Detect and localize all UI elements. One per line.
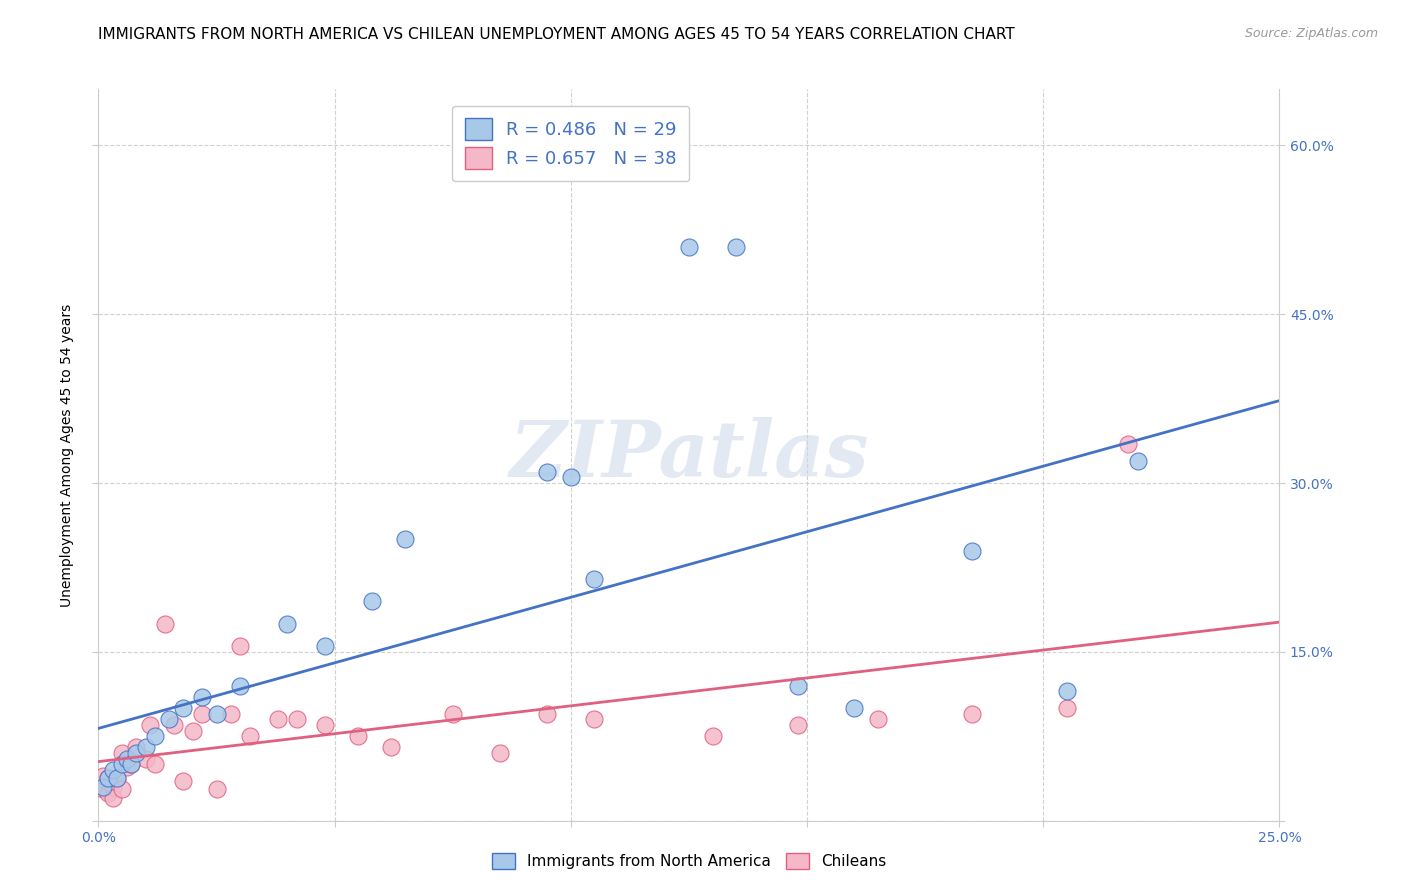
Point — [380, 740, 402, 755]
Point — [101, 780, 124, 794]
Point — [125, 740, 148, 755]
Point — [91, 769, 114, 783]
Point — [219, 706, 242, 721]
Point — [314, 718, 336, 732]
Point — [101, 791, 124, 805]
Point — [105, 771, 128, 785]
Point — [205, 782, 228, 797]
Point — [115, 759, 138, 773]
Point — [143, 729, 166, 743]
Point — [97, 771, 120, 785]
Point — [962, 543, 984, 558]
Y-axis label: Unemployment Among Ages 45 to 54 years: Unemployment Among Ages 45 to 54 years — [60, 303, 75, 607]
Point — [121, 757, 143, 772]
Point — [725, 240, 748, 254]
Point — [229, 639, 252, 653]
Point — [111, 782, 134, 797]
Point — [172, 774, 194, 789]
Text: ZIPatlas: ZIPatlas — [509, 417, 869, 493]
Point — [101, 763, 124, 777]
Point — [157, 712, 180, 726]
Legend: Immigrants from North America, Chileans: Immigrants from North America, Chileans — [485, 847, 893, 875]
Point — [536, 706, 558, 721]
Point — [239, 729, 262, 743]
Point — [583, 712, 606, 726]
Text: Source: ZipAtlas.com: Source: ZipAtlas.com — [1244, 27, 1378, 40]
Point — [285, 712, 308, 726]
Point — [143, 757, 166, 772]
Point — [361, 594, 384, 608]
Point — [347, 729, 370, 743]
Point — [786, 679, 808, 693]
Point — [97, 785, 120, 799]
Text: IMMIGRANTS FROM NORTH AMERICA VS CHILEAN UNEMPLOYMENT AMONG AGES 45 TO 54 YEARS : IMMIGRANTS FROM NORTH AMERICA VS CHILEAN… — [98, 27, 1015, 42]
Point — [135, 740, 157, 755]
Point — [1126, 453, 1149, 467]
Point — [583, 572, 606, 586]
Point — [91, 782, 114, 797]
Point — [91, 780, 114, 794]
Point — [205, 706, 228, 721]
Point — [394, 533, 416, 547]
Point — [125, 746, 148, 760]
Point — [489, 746, 512, 760]
Point — [163, 718, 186, 732]
Point — [229, 679, 252, 693]
Point — [181, 723, 204, 738]
Point — [121, 757, 143, 772]
Point — [105, 771, 128, 785]
Point — [1056, 684, 1078, 698]
Point — [191, 706, 214, 721]
Point — [1056, 701, 1078, 715]
Point — [111, 746, 134, 760]
Point — [267, 712, 290, 726]
Point — [844, 701, 866, 715]
Point — [866, 712, 889, 726]
Point — [786, 718, 808, 732]
Point — [111, 757, 134, 772]
Point — [276, 616, 298, 631]
Point — [135, 752, 157, 766]
Point — [172, 701, 194, 715]
Point — [560, 470, 582, 484]
Point — [115, 752, 138, 766]
Point — [441, 706, 464, 721]
Point — [678, 240, 700, 254]
Point — [191, 690, 214, 704]
Point — [702, 729, 724, 743]
Point — [153, 616, 176, 631]
Point — [1116, 436, 1139, 450]
Point — [97, 771, 120, 785]
Point — [962, 706, 984, 721]
Point — [536, 465, 558, 479]
Point — [139, 718, 162, 732]
Point — [314, 639, 336, 653]
